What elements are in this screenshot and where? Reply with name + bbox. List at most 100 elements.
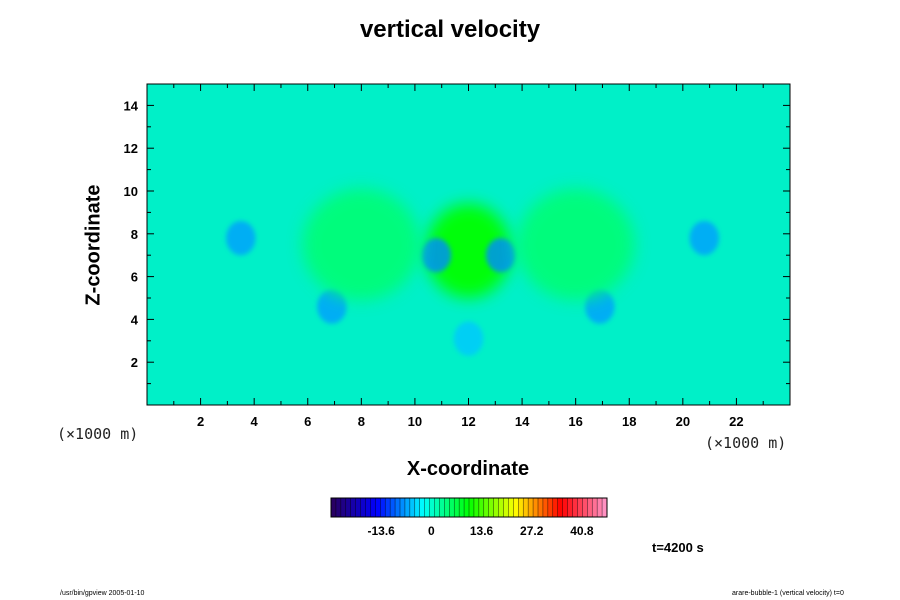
y-tick-label: 4 [131,312,139,327]
colorbar-cell [503,498,509,517]
y-axis: 2 4 6 8 10 12 14 [124,98,790,385]
colorbar-frame [330,497,608,518]
colorbar-cell [513,498,519,517]
colorbar-cell [370,498,376,517]
colorbar-cell [439,498,445,517]
field-feature-downdraft [226,220,256,256]
colorbar-cell [454,498,460,517]
x-unit-label: (×1000 m) [705,434,787,452]
x-tick-label: 8 [358,414,365,429]
colorbar-cell [602,498,608,517]
colorbar-cell [345,498,352,517]
colorbar-tick-label: 13.6 [470,524,494,538]
colorbar-cell [469,498,475,517]
colorbar-cell [488,498,494,517]
time-label: t=4200 s [652,540,704,555]
colorbar-cell [587,498,593,517]
y-tick-label: 14 [124,98,139,113]
colorbar-cell [577,498,583,517]
colorbar-cell [360,498,366,517]
chart-title: vertical velocity [359,16,541,43]
x-tick-label: 22 [729,414,743,429]
colorbar-cell [424,498,430,517]
colorbar-tick-label: 40.8 [570,524,594,538]
x-axis: 2 4 6 8 10 12 14 16 18 20 22 [173,84,764,429]
colorbar-cell [395,498,401,517]
colorbar-cell [523,498,529,517]
footer-file: arare-bubble-1 (vertical velocity) t=0 [732,590,844,597]
colorbar-cell [419,498,425,517]
x-tick-label: 18 [622,414,636,429]
colorbar-cell [552,498,559,517]
colorbar-cell [464,498,470,517]
x-axis-label: X-coordinate [406,458,530,480]
field-feature-downdraft [317,289,347,324]
field-feature-downdraft [453,321,484,356]
colorbar-cell [380,498,386,517]
y-tick-label: 2 [131,355,138,370]
colorbar-cell [390,498,396,517]
colorbar-cell [449,498,455,517]
field-feature-downdraft [585,289,615,324]
colorbar-cell [547,498,554,517]
colorbar-cell [542,498,549,517]
colorbar-cell [473,498,480,517]
colorbar-tick-label: 0 [428,524,435,538]
colorbar-cell [340,498,347,517]
colorbar-cell [414,498,421,517]
colorbar-cell [518,498,524,517]
colorbar-cell [498,498,504,517]
x-tick-label: 2 [197,414,204,429]
y-tick-label: 6 [131,270,138,285]
field-feature-downdraft [689,220,720,256]
colorbar-cell [508,498,514,517]
x-tick-label: 14 [515,414,530,429]
y-tick-label: 12 [124,141,138,156]
colorbar-cell [592,498,598,517]
colorbar-cell [375,498,381,517]
x-tick-label: 20 [676,414,690,429]
z-unit-label: (×1000 m) [57,425,139,443]
colorbar-cell [557,498,563,517]
colorbar-cell [567,498,573,517]
colorbar-cell [429,498,435,517]
field-feature-updraft [302,188,421,301]
colorbar-cell [404,498,411,517]
x-tick-label: 12 [461,414,475,429]
x-tick-label: 6 [304,414,311,429]
colorbar-cell [533,498,539,517]
colorbar-tick-label: 27.2 [520,524,544,538]
colorbar-cell [493,498,499,517]
y-tick-label: 8 [131,227,138,242]
colorbar-cell [385,498,391,517]
colorbar-cell [483,498,490,517]
colorbar-cell [409,498,416,517]
colorbar-cell [582,498,588,517]
x-tick-label: 4 [251,414,259,429]
colorbar: -13.6 0 13.6 27.2 40.8 [330,497,608,538]
velocity-field [226,188,720,356]
field-feature-updraft [516,188,635,301]
colorbar-cell [478,498,485,517]
colorbar-cell [597,498,603,517]
colorbar-cell [365,498,371,517]
colorbar-tick-label: -13.6 [368,524,396,538]
field-feature-downdraft [421,238,452,273]
colorbar-cell [335,498,342,517]
colorbar-cell [572,498,578,517]
colorbar-cell [444,498,450,517]
y-axis-label: Z-coordinate [82,184,105,306]
colorbar-cell [562,498,568,517]
colorbar-cell [459,498,465,517]
colorbar-cell [400,498,406,517]
y-tick-label: 10 [124,184,138,199]
colorbar-cell [434,498,440,517]
field-feature-downdraft [485,238,516,273]
colorbar-cell [538,498,544,517]
colorbar-cell [331,498,337,517]
x-tick-label: 16 [568,414,582,429]
colorbar-cell [350,498,356,517]
colorbar-cell [528,498,534,517]
colorbar-cell [355,498,361,517]
